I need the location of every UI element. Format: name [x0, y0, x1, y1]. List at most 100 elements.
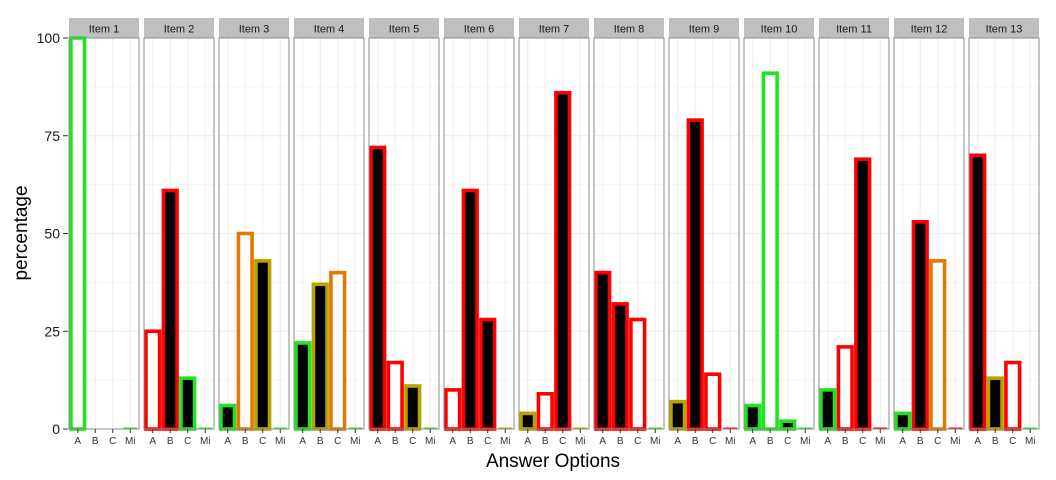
- bar: [819, 388, 837, 431]
- bar: [594, 270, 612, 431]
- bar: [294, 341, 312, 431]
- x-tick-label: B: [842, 436, 849, 447]
- bar: [779, 419, 797, 431]
- x-tick-label: Mi: [575, 436, 586, 447]
- facet-strip-label: Item 8: [614, 24, 645, 36]
- x-tick-label: Mi: [1025, 436, 1036, 447]
- x-axis-title: Answer Options: [486, 451, 620, 472]
- facet-panel: Item 13 A B C Mi: [968, 18, 1040, 447]
- facet-panel: Item 5 A B C Mi: [368, 18, 440, 447]
- facet-panel: Item 12 A B C Mi: [893, 18, 965, 447]
- x-tick-label: A: [299, 436, 306, 447]
- y-tick-label: 50: [44, 226, 60, 242]
- x-tick-label: B: [317, 436, 324, 447]
- facet-strip: [444, 18, 514, 38]
- y-axis: 0 25 50 75 100: [37, 30, 68, 437]
- x-tick-label: C: [1009, 436, 1016, 447]
- x-tick-label: C: [709, 436, 716, 447]
- bar: [929, 259, 947, 431]
- x-tick-label: Mi: [125, 436, 136, 447]
- facet-panel: Item 6 A B C Mi: [443, 18, 515, 447]
- facet-panel: Item 8 A B C Mi: [593, 18, 665, 447]
- y-tick-label: 75: [44, 128, 60, 144]
- bar: [311, 282, 329, 431]
- facet-panel: Item 2 A B C Mi: [143, 18, 215, 447]
- bar: [536, 392, 554, 431]
- facet-strip-label: Item 3: [239, 24, 270, 36]
- bar: [611, 302, 629, 431]
- x-tick-label: Mi: [950, 436, 961, 447]
- y-tick-label: 25: [44, 323, 60, 339]
- y-tick-label: 0: [52, 421, 60, 437]
- panel-border: [593, 37, 665, 430]
- panel-border: [368, 37, 440, 430]
- x-tick-label: C: [259, 436, 266, 447]
- x-tick-label: B: [992, 436, 999, 447]
- x-tick-label: Mi: [725, 436, 736, 447]
- facet-strip: [519, 18, 589, 38]
- x-tick-label: A: [149, 436, 156, 447]
- x-tick-label: B: [767, 436, 774, 447]
- facet-strip: [669, 18, 739, 38]
- x-tick-label: B: [392, 436, 399, 447]
- bar: [161, 188, 179, 431]
- x-tick-label: B: [92, 436, 99, 447]
- x-tick-label: B: [617, 436, 624, 447]
- panel-border: [518, 37, 590, 430]
- bar: [69, 36, 87, 431]
- x-tick-label: Mi: [650, 436, 661, 447]
- x-tick-label: A: [599, 436, 606, 447]
- x-tick-label: B: [167, 436, 174, 447]
- facet-strip-label: Item 12: [911, 24, 948, 36]
- facet-strip-label: Item 2: [164, 24, 195, 36]
- x-tick-label: Mi: [200, 436, 211, 447]
- x-tick-label: Mi: [350, 436, 361, 447]
- bar: [444, 388, 462, 431]
- bar: [836, 345, 854, 431]
- x-tick-label: A: [674, 436, 681, 447]
- bar: [554, 90, 572, 431]
- facet-strip: [594, 18, 664, 38]
- x-tick-label: A: [974, 436, 981, 447]
- x-tick-label: Mi: [800, 436, 811, 447]
- facet-strip-label: Item 9: [689, 24, 720, 36]
- facet-panel: Item 7 A B C Mi: [518, 18, 590, 447]
- facet-strip: [369, 18, 439, 38]
- bar: [519, 411, 537, 431]
- bar: [986, 376, 1004, 431]
- facet-panel: Item 3 A B C Mi: [218, 18, 290, 447]
- bar: [969, 153, 987, 431]
- facet-panel: Item 10 A B C Mi: [743, 18, 815, 447]
- facet-panel: Item 1 A B C Mi: [68, 18, 140, 447]
- facet-panel: Item 11 A B C Mi: [818, 18, 890, 447]
- bar: [254, 259, 272, 431]
- y-tick-label: 100: [37, 30, 61, 46]
- facet-panel: Item 9 A B C Mi: [668, 18, 740, 447]
- x-tick-label: A: [749, 436, 756, 447]
- x-tick-label: C: [484, 436, 491, 447]
- facet-strip: [819, 18, 889, 38]
- bar: [629, 317, 647, 431]
- bar: [236, 231, 254, 431]
- bar: [761, 71, 779, 431]
- x-tick-label: C: [634, 436, 641, 447]
- panel-border: [218, 37, 290, 430]
- x-tick-label: A: [449, 436, 456, 447]
- x-tick-label: C: [784, 436, 791, 447]
- facet-strip: [744, 18, 814, 38]
- bar: [686, 118, 704, 431]
- x-tick-label: C: [334, 436, 341, 447]
- x-tick-label: A: [74, 436, 81, 447]
- x-tick-label: B: [467, 436, 474, 447]
- panel-border: [143, 37, 215, 430]
- x-tick-label: C: [934, 436, 941, 447]
- bar: [404, 384, 422, 431]
- x-tick-label: A: [824, 436, 831, 447]
- x-tick-label: Mi: [275, 436, 286, 447]
- bar: [669, 399, 687, 431]
- bar: [329, 270, 347, 431]
- bar: [144, 329, 162, 431]
- panel-border: [893, 37, 965, 430]
- x-tick-label: C: [409, 436, 416, 447]
- bar: [479, 317, 497, 431]
